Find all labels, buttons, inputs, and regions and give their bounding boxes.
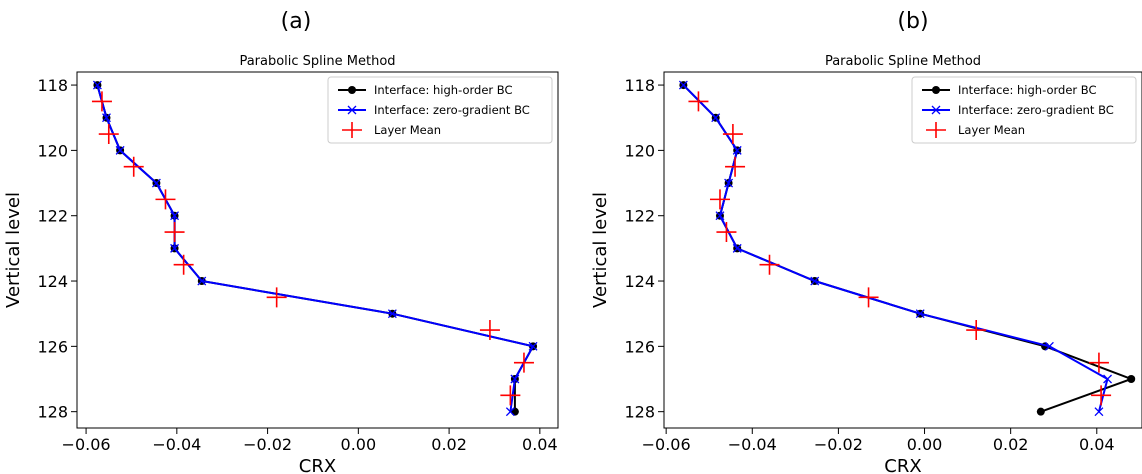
y-tick-label: 124 [624, 272, 655, 291]
legend-label: Interface: zero-gradient BC [958, 103, 1114, 117]
legend-label: Interface: high-order BC [958, 83, 1097, 97]
x-tick-label: 0.00 [341, 435, 377, 454]
series-interface-zero-gradient-bc-point [387, 309, 397, 319]
series-layer-mean-point [513, 352, 534, 373]
y-tick-label: 122 [37, 207, 68, 226]
series-interface-zero-gradient-bc-point [1044, 341, 1054, 351]
x-tick-label: −0.04 [152, 435, 201, 454]
series-layer-mean-point [759, 254, 780, 275]
legend-label: Interface: high-order BC [374, 83, 513, 97]
series-interface-zero-gradient-bc-point [1103, 374, 1113, 384]
series-interface-zero-gradient-bc-point [528, 341, 538, 351]
series-layer-mean-point [722, 124, 743, 145]
series-layer-mean-point [98, 124, 119, 145]
legend-swatch-marker [342, 122, 362, 138]
y-tick-label: 126 [37, 337, 68, 356]
y-tick-label: 126 [624, 337, 655, 356]
series-layer-mean-point [500, 385, 521, 406]
series-layer-mean-point [266, 287, 287, 308]
legend-swatch-marker [926, 122, 946, 138]
series-interface-zero-gradient-bc-point [170, 243, 180, 253]
x-tick-label: 0.00 [907, 435, 943, 454]
y-tick-label: 124 [37, 272, 68, 291]
x-axis-label: CRX [884, 456, 921, 474]
series-layer-mean-point [709, 189, 730, 210]
x-tick-label: −0.04 [728, 435, 777, 454]
x-axis-label: CRX [299, 456, 336, 474]
y-tick-label: 128 [37, 403, 68, 422]
y-axis-label: Vertical level [590, 192, 611, 308]
chart-panel-b: Parabolic Spline Method −0.06 −0.04 −0.02 0.… [590, 54, 1142, 474]
series-layer-mean-point [725, 156, 746, 177]
series-interface-zero-gradient-bc-point [510, 374, 520, 384]
series-layer-mean-point [123, 156, 144, 177]
legend-swatch-marker [931, 105, 941, 115]
series-interface-zero-gradient-bc-point [151, 178, 161, 188]
series-interface-high-order-bc-point [1036, 407, 1045, 416]
series-layer-mean-point [1088, 352, 1109, 373]
series-interface-zero-gradient-bc-point [724, 178, 734, 188]
series-interface-zero-gradient-bc-point [732, 243, 742, 253]
y-tick-label: 118 [37, 76, 68, 95]
series-layer-mean-point [966, 320, 987, 341]
x-tick-label: 0.04 [1079, 435, 1115, 454]
series-layer-mean-point [173, 254, 194, 275]
series-interface-zero-gradient-bc-point [102, 113, 111, 123]
series-layer-mean-point [91, 91, 112, 112]
chart-panel-a: Parabolic Spline Method −0.06 −0.04 −0.02 0.… [3, 54, 559, 474]
series-layer-mean-point [479, 320, 500, 341]
series-interface-zero-gradient-bc-point [715, 211, 725, 221]
y-tick-label: 120 [37, 141, 68, 160]
x-tick-label: 0.04 [522, 435, 558, 454]
series-interface-zero-gradient-bc-point [197, 276, 207, 286]
x-tick-label: −0.02 [814, 435, 863, 454]
y-tick-label: 128 [624, 403, 655, 422]
series-layer-mean-point [1091, 385, 1112, 406]
x-tick-label: −0.06 [62, 435, 111, 454]
panel-label-a: (a) [281, 9, 312, 34]
y-tick-label: 120 [624, 141, 655, 160]
legend-label: Layer Mean [958, 123, 1025, 137]
y-tick-label: 122 [624, 207, 655, 226]
series-layer-mean-point [716, 222, 737, 243]
series-interface-zero-gradient-bc-point [1094, 407, 1104, 417]
legend-swatch-marker [348, 86, 356, 94]
legend-label: Layer Mean [374, 123, 441, 137]
legend-box [327, 76, 553, 144]
x-tick-label: 0.02 [431, 435, 467, 454]
x-tick-label: 0.02 [993, 435, 1029, 454]
series-interface-zero-gradient-bc-point [115, 145, 125, 155]
panel-label-b: (b) [897, 9, 928, 34]
chart-title: Parabolic Spline Method [239, 54, 395, 69]
series-interface-zero-gradient-bc-point [505, 407, 515, 417]
series-interface-high-order-bc-point [1127, 375, 1136, 384]
plot-frame [663, 71, 1142, 429]
series-layer-mean-point [858, 287, 879, 308]
series-interface-zero-gradient-bc-point [92, 80, 102, 90]
series-interface-zero-gradient-bc-point [810, 276, 820, 286]
series-interface-zero-gradient-bc-point [915, 309, 925, 319]
series-interface-zero-gradient-bc-point [678, 80, 688, 90]
series-layer-mean-point [164, 222, 185, 243]
legend-box [911, 76, 1137, 144]
chart-title: Parabolic Spline Method [825, 54, 981, 69]
series-interface-zero-gradient-bc-point [170, 211, 180, 221]
y-axis-label: Vertical level [3, 192, 24, 308]
legend-swatch-marker [347, 105, 357, 115]
legend-swatch-marker [932, 86, 940, 94]
plot-frame [76, 71, 559, 429]
series-interface-high-order-bc-point [510, 407, 519, 416]
series-layer-mean-point [155, 189, 176, 210]
x-tick-label: −0.06 [642, 435, 691, 454]
series-interface-zero-gradient-bc-point [711, 113, 721, 123]
series-interface-zero-gradient-bc-point [732, 145, 742, 155]
x-tick-label: −0.02 [243, 435, 292, 454]
y-tick-label: 118 [624, 76, 655, 95]
legend-label: Interface: zero-gradient BC [374, 103, 530, 117]
series-layer-mean-point [688, 91, 709, 112]
